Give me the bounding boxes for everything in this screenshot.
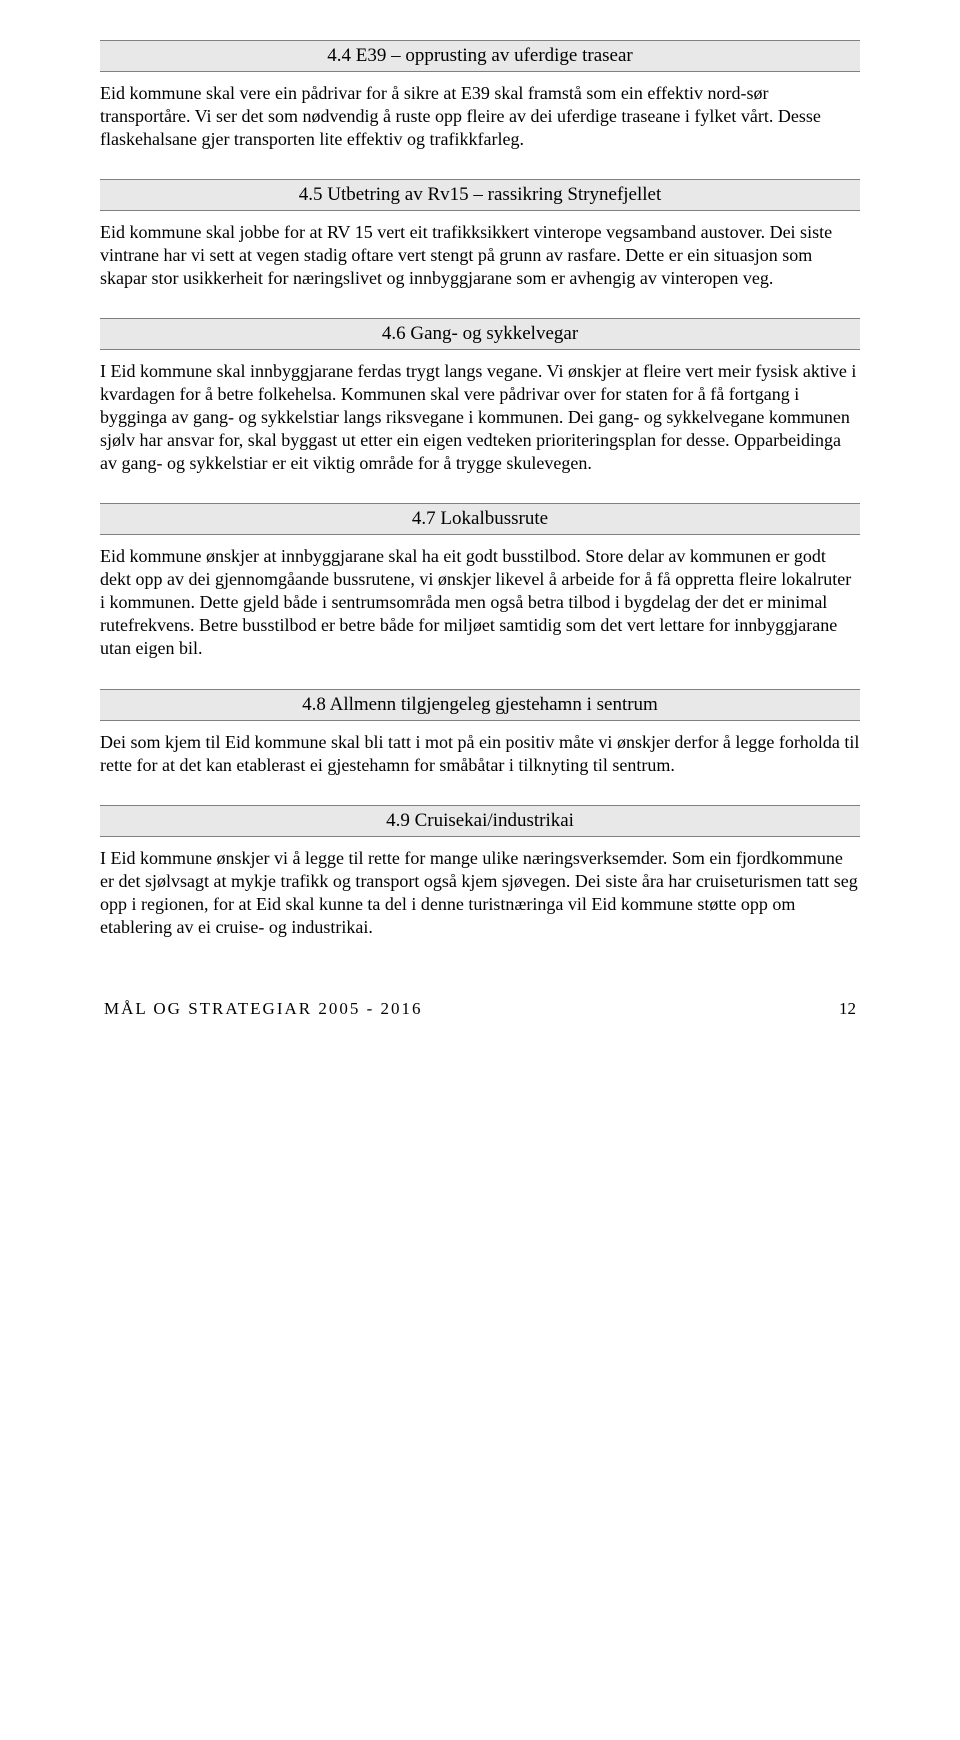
page-footer: MÅL OG STRATEGIAR 2005 - 2016 12 xyxy=(100,999,860,1019)
section-header-4-9: 4.9 Cruisekai/industrikai xyxy=(100,805,860,837)
section-body-4-8: Dei som kjem til Eid kommune skal bli ta… xyxy=(100,731,860,777)
footer-title: MÅL OG STRATEGIAR 2005 - 2016 xyxy=(104,999,423,1019)
section-body-4-5: Eid kommune skal jobbe for at RV 15 vert… xyxy=(100,221,860,290)
section-header-4-8: 4.8 Allmenn tilgjengeleg gjestehamn i se… xyxy=(100,689,860,721)
section-body-4-9: I Eid kommune ønskjer vi å legge til ret… xyxy=(100,847,860,939)
section-body-4-4: Eid kommune skal vere ein pådrivar for å… xyxy=(100,82,860,151)
document-page: 4.4 E39 – opprusting av uferdige trasear… xyxy=(0,0,960,1059)
section-header-4-6: 4.6 Gang- og sykkelvegar xyxy=(100,318,860,350)
section-header-4-7: 4.7 Lokalbussrute xyxy=(100,503,860,535)
page-number: 12 xyxy=(839,999,856,1019)
section-header-4-5: 4.5 Utbetring av Rv15 – rassikring Stryn… xyxy=(100,179,860,211)
section-header-4-4: 4.4 E39 – opprusting av uferdige trasear xyxy=(100,40,860,72)
section-body-4-6: I Eid kommune skal innbyggjarane ferdas … xyxy=(100,360,860,475)
section-body-4-7: Eid kommune ønskjer at innbyggjarane ska… xyxy=(100,545,860,660)
